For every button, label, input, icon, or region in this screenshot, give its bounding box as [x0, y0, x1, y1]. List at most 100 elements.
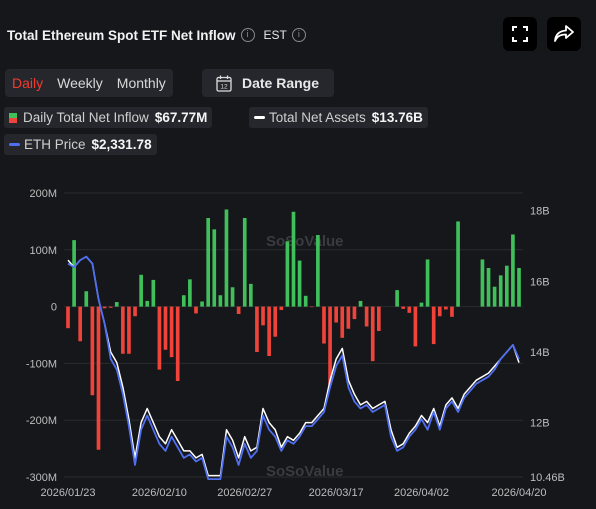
fullscreen-icon: [512, 26, 528, 42]
inflow-bar: [395, 290, 399, 307]
tab-monthly[interactable]: Monthly: [116, 75, 166, 91]
inflow-bar: [492, 286, 497, 307]
inflow-bar: [84, 291, 89, 307]
calendar-icon: 12: [216, 75, 232, 92]
inflow-bar: [169, 306, 174, 358]
tab-weekly[interactable]: Weekly: [57, 75, 103, 91]
inflow-bar: [72, 240, 76, 307]
inflow-bar: [212, 229, 217, 307]
y-axis-left: 200M 100M 0 -100M -200M -300M: [26, 188, 57, 484]
inflow-bar: [157, 306, 162, 370]
inflow-bar: [133, 306, 137, 317]
inflow-bar: [486, 267, 491, 307]
watermarks: SoSoValue SoSoValue: [266, 233, 344, 480]
chart-header: Total Ethereum Spot ETF Net Inflow i EST…: [7, 22, 306, 48]
inflow-bar: [303, 295, 308, 307]
x-tick-label: 2026/04/02: [394, 487, 449, 499]
legend-net-inflow[interactable]: Daily Total Net Inflow $67.77M: [4, 107, 213, 128]
inflow-bar: [255, 306, 259, 353]
inflow-bar: [279, 306, 284, 311]
date-range-label: Date Range: [242, 75, 320, 91]
legend-value: $67.77M: [154, 110, 208, 125]
y-right-tick-label: 10.46B: [530, 472, 565, 484]
inflow-bar: [108, 306, 113, 308]
inflow-bar: [444, 306, 448, 310]
inflow-bar: [431, 306, 436, 345]
inflow-bar: [175, 306, 180, 382]
inflow-bar: [224, 209, 229, 307]
x-tick-label: 2026/03/17: [309, 487, 364, 499]
inflow-bar: [297, 260, 302, 307]
x-tick-label: 2026/04/20: [491, 487, 546, 499]
timezone-info-icon[interactable]: i: [291, 28, 306, 42]
inflow-bar: [285, 241, 290, 307]
tab-daily[interactable]: Daily: [12, 75, 44, 91]
fullscreen-button[interactable]: [503, 17, 537, 51]
inflow-bar: [480, 259, 485, 307]
inflow-bar: [456, 221, 460, 307]
y-tick-label: -200M: [26, 415, 57, 427]
y-right-tick-label: 16B: [530, 276, 550, 288]
watermark: SoSoValue: [266, 233, 344, 250]
y-tick-label: 0: [51, 302, 57, 314]
legend-name: Daily Total Net Inflow: [23, 110, 149, 125]
inflow-bar: [114, 302, 119, 307]
y-tick-label: 200M: [29, 188, 57, 200]
y-right-tick-label: 14B: [530, 347, 550, 359]
legend-eth-price[interactable]: ETH Price $2,331.78: [4, 134, 157, 155]
inflow-bar: [96, 306, 101, 450]
y-right-tick-label: 18B: [530, 206, 550, 218]
y-right-tick-label: 12B: [530, 418, 550, 430]
line-swatch-icon: [254, 115, 265, 119]
inflow-bar: [407, 306, 412, 313]
legend-value: $2,331.78: [91, 137, 152, 152]
x-axis: 2026/01/23 2026/02/10 2026/02/27 2026/03/17…: [40, 487, 546, 499]
inflow-bar: [218, 295, 223, 307]
inflow-bar: [188, 279, 192, 307]
inflow-bar: [145, 300, 150, 307]
inflow-bar: [194, 306, 198, 314]
bar-swatch-icon: [9, 112, 17, 123]
inflow-bar: [127, 306, 131, 354]
date-range-button[interactable]: 12 Date Range: [202, 69, 334, 97]
inflow-bar: [437, 306, 442, 317]
line-series: [67, 255, 520, 480]
y-tick-label: -300M: [26, 472, 57, 484]
share-button[interactable]: [547, 17, 581, 51]
eth-price-line: [67, 255, 520, 480]
inflow-bar: [66, 306, 70, 329]
inflow-bar: [498, 275, 503, 307]
inflow-bar: [450, 306, 454, 317]
inflow-bar: [181, 295, 186, 307]
legend-value: $13.76B: [371, 110, 423, 125]
inflow-bar: [236, 306, 241, 314]
inflow-bar: [322, 306, 326, 344]
x-tick-label: 2026/02/10: [132, 487, 187, 499]
inflow-bar: [517, 267, 521, 307]
inflow-bar: [504, 265, 509, 307]
inflow-bar: [261, 306, 265, 326]
interval-tabs: Daily Weekly Monthly: [5, 69, 173, 97]
inflow-bar: [346, 306, 351, 329]
inflow-bar: [401, 306, 406, 309]
legend-net-assets[interactable]: Total Net Assets $13.76B: [249, 107, 428, 128]
inflow-bar: [352, 306, 357, 320]
legend-name: ETH Price: [24, 137, 86, 152]
x-tick-label: 2026/02/27: [217, 487, 272, 499]
y-tick-label: -100M: [26, 358, 57, 370]
timezone-label: EST: [263, 28, 287, 42]
inflow-bar: [370, 306, 375, 362]
info-icon[interactable]: i: [240, 28, 255, 42]
inflow-bar: [200, 301, 204, 307]
x-tick-label: 2026/01/23: [40, 487, 95, 499]
inflow-bar: [151, 279, 156, 307]
inflow-bar: [139, 274, 143, 307]
inflow-bar: [78, 306, 83, 342]
line-swatch-icon: [9, 142, 20, 146]
inflow-bar: [511, 234, 515, 307]
inflow-bar: [419, 302, 424, 307]
inflow-bar: [242, 217, 247, 307]
inflow-bar: [206, 217, 211, 307]
bar-series: [66, 209, 521, 450]
